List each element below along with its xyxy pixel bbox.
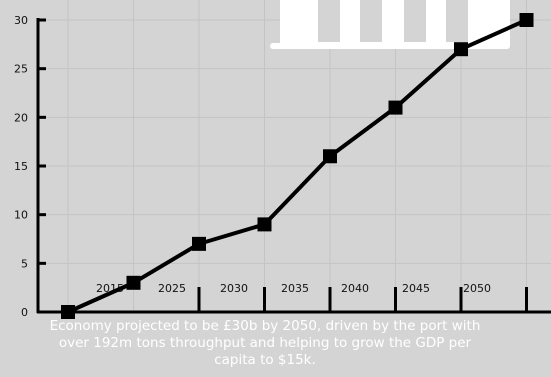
y-tick-label: 5 [21, 257, 28, 270]
data-point [323, 149, 337, 164]
y-tick-label: 25 [14, 63, 28, 76]
series-line [61, 13, 534, 319]
grid [40, 0, 551, 313]
data-point [257, 217, 272, 232]
data-point [126, 275, 141, 290]
x-tick-label: 2040 [341, 282, 369, 295]
series-line-path [67, 18, 528, 314]
data-point [61, 305, 75, 319]
x-tick-label: 2050 [463, 282, 491, 295]
y-tick-label: 30 [14, 14, 28, 27]
chart-caption: Economy projected to be £30b by 2050, dr… [49, 318, 481, 368]
y-tick-label: 20 [14, 111, 28, 124]
data-point [454, 42, 468, 57]
data-point [192, 236, 206, 251]
x-tick-label: 2045 [402, 282, 430, 295]
x-tick-label: 2035 [281, 282, 309, 295]
x-tick-label: 2030 [220, 282, 248, 295]
x-tick-label: 2025 [158, 282, 186, 295]
y-tick-label: 15 [14, 160, 28, 173]
data-point [519, 13, 534, 27]
building-silhouette-icon [270, 0, 510, 49]
y-tick-label: 0 [21, 306, 28, 319]
y-tick-label: 10 [14, 209, 28, 222]
data-point [388, 100, 403, 115]
